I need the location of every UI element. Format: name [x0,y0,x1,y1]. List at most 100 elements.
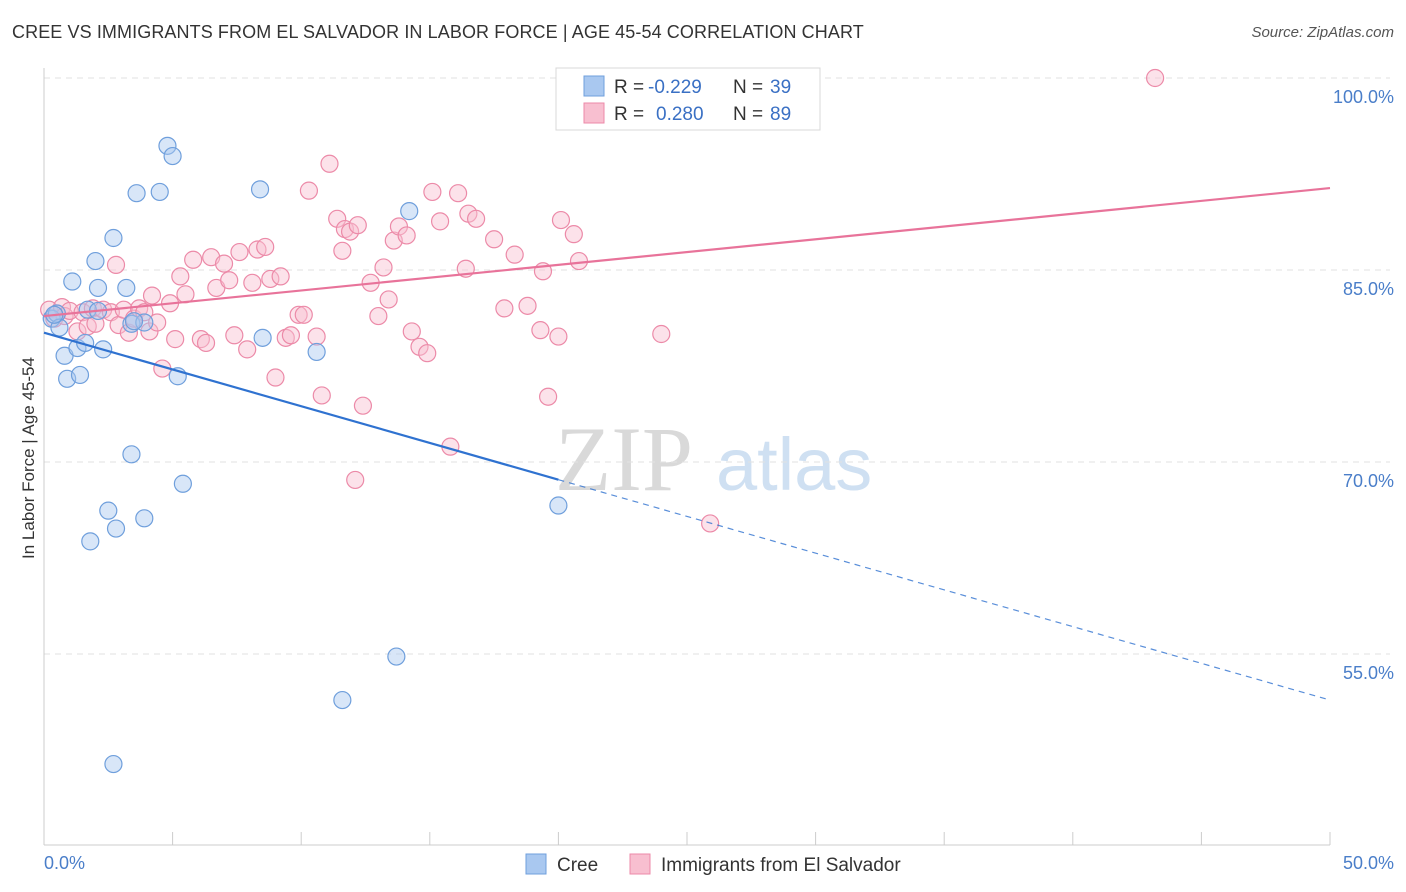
el-salvador-point [448,184,468,203]
y-axis-tick-labels: 100.0% 85.0% 70.0% 55.0% [1333,87,1394,683]
cree-point [104,228,123,248]
el-salvador-point [184,250,203,269]
el-salvador-point [333,241,352,260]
cree-point [307,342,326,362]
el-salvador-point [266,368,285,387]
cree-point [88,278,108,298]
el-salvador-point [238,340,257,359]
el-salvador-point [485,230,504,249]
legend-swatch-cree [583,75,605,97]
el-salvador-point [402,322,421,341]
legend-el-salvador-n-label: N = [733,104,763,125]
watermark-zip: ZIP [555,408,693,510]
y-axis-label: In Labor Force | Age 45-54 [19,357,38,559]
el-salvador-point [369,306,388,326]
x-tick-label-min: 0.0% [44,853,85,873]
legend-cree-n-value: 39 [770,77,791,98]
y-tick-label: 85.0% [1343,279,1394,299]
legend-el-salvador-n-value: 89 [770,104,791,125]
el-salvador-point [495,299,514,318]
el-salvador-point [397,226,416,245]
cree-point [63,272,82,291]
el-salvador-point [276,328,295,347]
el-salvador-point [379,290,398,309]
el-salvador-point [281,326,301,345]
el-salvador-point [261,269,280,289]
el-salvador-point [225,326,244,345]
y-tick-label: 70.0% [1343,471,1394,491]
cree-trend-line [43,331,559,481]
el-salvador-point [374,258,393,277]
el-salvador-point [549,327,568,346]
cree-point [549,496,568,515]
cree-point [117,278,136,298]
el-salvador-point [418,344,437,363]
el-salvador-point [569,251,589,271]
el-salvador-point [307,327,326,346]
el-salvador-point [289,305,308,324]
cree-point [135,509,154,528]
bottom-legend-label-cree: Cree [557,855,598,876]
cree-point [253,328,272,347]
cree-point [163,146,182,166]
el-salvador-point [312,386,331,405]
el-salvador-point [171,267,190,286]
el-salvador-point [256,237,275,257]
el-salvador-point [505,245,524,264]
legend-el-salvador-r-label: R = [614,104,644,125]
el-salvador-point [1146,68,1165,88]
el-salvador-point [166,330,185,349]
el-salvador-point [271,267,290,286]
el-salvador-point [142,286,162,305]
el-salvador-point [346,470,365,490]
el-salvador-point [551,210,571,230]
el-salvador-point [539,387,558,406]
watermark-atlas: atlas [716,423,872,506]
x-tick-label-max: 50.0% [1343,853,1394,873]
cree-point [99,501,118,520]
watermark: ZIP atlas [555,408,872,510]
trend-lines [43,186,1331,701]
legend-cree-r-label: R = [614,77,644,98]
el-salvador-point [294,305,313,324]
el-salvador-point [243,273,262,292]
el-salvador-point [220,271,239,290]
el-salvador-point [148,313,167,332]
bottom-legend-label-el-salvador: Immigrants from El Salvador [661,855,901,876]
el-salvador-point [518,296,537,315]
el-salvador-point [214,254,234,273]
grid-lines [44,77,1390,655]
cree-point [158,136,177,155]
el-salvador-point [531,321,550,340]
series-legend: Cree Immigrants from El Salvador [525,853,901,876]
el-salvador-point [320,154,339,173]
el-salvador-point [135,303,154,322]
cree-point [150,182,169,202]
bottom-legend-swatch-el-salvador [629,853,651,875]
legend-cree-n-label: N = [733,77,763,98]
el-salvador-point [299,181,319,200]
el-salvador-point [564,225,583,244]
el-salvador-point [353,396,373,415]
el-salvador-point [106,255,126,274]
el-salvador-trend-line [43,186,1331,318]
cree-point [81,532,100,551]
el-salvador-point [423,182,442,202]
el-salvador-point [652,324,671,344]
source-label: Source: ZipAtlas.com [1251,24,1394,41]
el-salvador-point [196,333,216,353]
cree-point [104,754,123,774]
series-el-salvador-points [40,68,1165,533]
cree-point [106,519,126,538]
cree-point [70,365,90,385]
el-salvador-point [176,285,195,304]
cree-point [122,445,141,464]
y-tick-label: 100.0% [1333,87,1394,107]
y-tick-label: 55.0% [1343,663,1394,683]
legend-swatch-el-salvador [583,102,605,124]
cree-point [173,474,192,493]
cree-point [122,314,141,333]
cree-point [387,647,406,666]
x-axis-ticks [172,832,1331,845]
